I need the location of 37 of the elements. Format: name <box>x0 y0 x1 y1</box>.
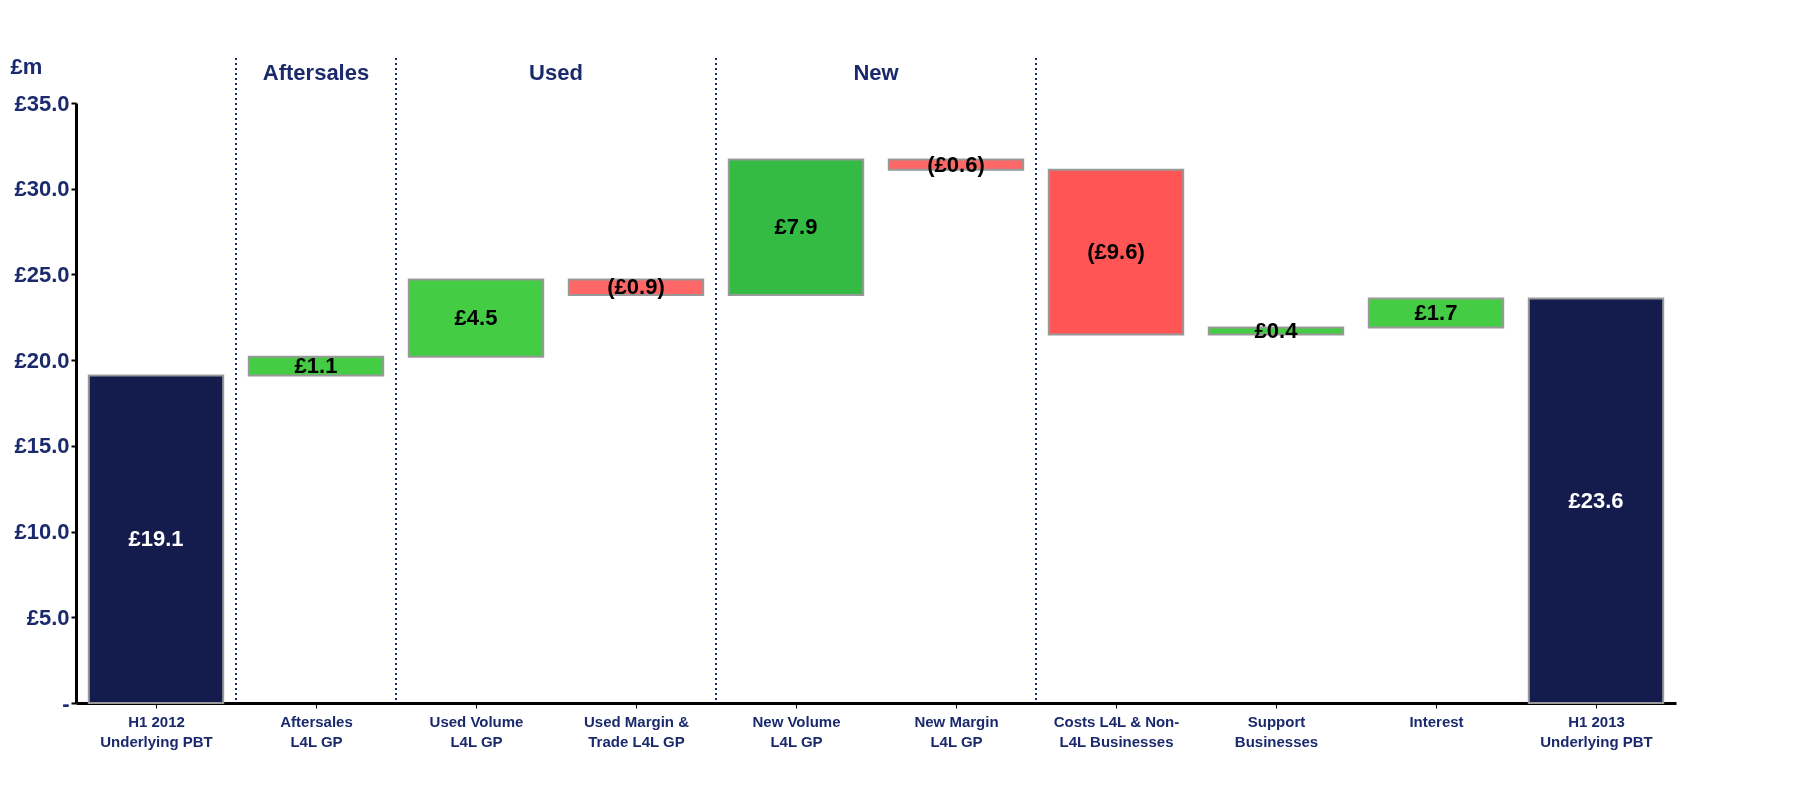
y-tick-label: £30.0 <box>14 176 70 202</box>
bar <box>407 278 545 358</box>
x-tick-label: New Margin L4L GP <box>914 712 999 750</box>
y-tick-label: £5.0 <box>26 604 70 630</box>
text: Aftersales <box>262 60 370 85</box>
x-tick-label: New Volume L4L GP <box>752 712 841 750</box>
y-tick-label: - <box>62 690 70 716</box>
data-label: £23.6 <box>1568 487 1624 513</box>
bar <box>1367 297 1505 329</box>
x-tick-label: H1 2013 Underlying PBT <box>1540 712 1653 750</box>
bar <box>87 374 225 704</box>
data-label: (£0.9) <box>607 274 665 300</box>
data-label: (£0.6) <box>927 151 985 177</box>
data-label: £4.5 <box>454 305 498 331</box>
y-axis-title: £m <box>10 53 43 79</box>
data-label: £1.1 <box>294 353 338 379</box>
y-tick-label: £10.0 <box>14 519 70 545</box>
data-label: £1.7 <box>1414 300 1458 325</box>
x-tick-label: Costs L4L & Non- L4L Businesses <box>1053 712 1180 750</box>
x-tick-label: H1 2012 Underlying PBT <box>100 712 213 750</box>
x-tick-label: Used Volume L4L GP <box>429 712 524 750</box>
x-tick-label: Used Margin & Trade L4L GP <box>583 712 690 750</box>
text: Used <box>529 60 583 85</box>
data-label: (£9.6) <box>1087 239 1145 265</box>
data-label: £19.1 <box>128 526 184 552</box>
y-tick-label: £20.0 <box>14 347 70 373</box>
x-tick-label: Aftersales L4L GP <box>280 712 353 750</box>
x-tick-label: Support Businesses <box>1234 712 1319 750</box>
y-tick-label: £35.0 <box>14 90 70 116</box>
x-tick-label: Interest <box>1409 712 1464 730</box>
text: New <box>853 60 900 85</box>
bar <box>1527 297 1665 704</box>
y-tick-label: £25.0 <box>14 261 70 287</box>
bar <box>727 158 865 296</box>
data-label: £7.9 <box>774 214 818 240</box>
bar <box>1047 168 1185 336</box>
y-tick-label: £15.0 <box>14 433 70 459</box>
